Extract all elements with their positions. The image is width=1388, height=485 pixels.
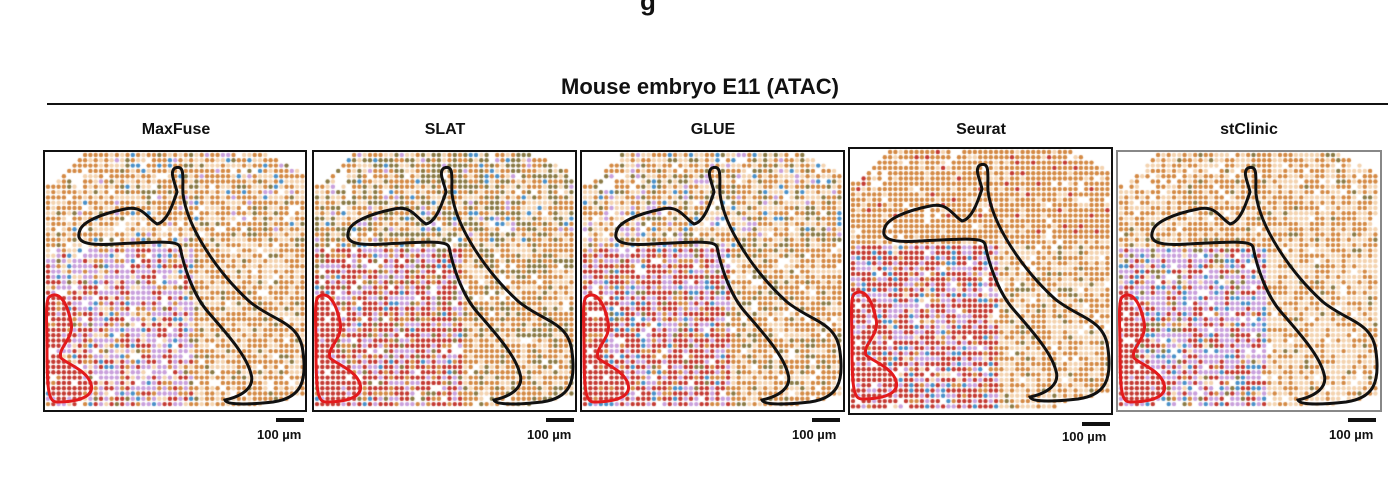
panel-slat: [312, 150, 577, 412]
scale-label-seurat: 100 µm: [1062, 429, 1107, 444]
scale-label-glue: 100 µm: [792, 427, 837, 442]
scale-bar-slat: [546, 418, 574, 422]
tissue-outline: [346, 165, 575, 406]
tissue-outline: [1150, 165, 1379, 406]
tissue-outline: [77, 165, 305, 406]
panel-label-stclinic: stClinic: [1220, 121, 1278, 138]
region-outline-red: [45, 293, 93, 404]
region-outline-red: [582, 293, 630, 404]
region-outlines-glue: [582, 165, 843, 406]
figure-title: Mouse embryo E11 (ATAC): [561, 74, 839, 99]
panel-maxfuse: [43, 150, 307, 412]
panel-seurat: [848, 147, 1113, 415]
panel-label-seurat: Seurat: [956, 121, 1006, 138]
panel-stclinic: [1116, 150, 1382, 412]
region-outlines-maxfuse: [45, 165, 305, 406]
region-outlines-seurat: [850, 162, 1111, 403]
panel-glue: [580, 150, 845, 412]
scale-bar-stclinic: [1348, 418, 1376, 422]
panel-label-maxfuse: MaxFuse: [141, 121, 211, 138]
scale-label-slat: 100 µm: [527, 427, 572, 442]
region-outlines-stclinic: [1118, 165, 1379, 406]
region-outline-red: [850, 290, 898, 401]
title-rule: [47, 103, 1388, 105]
tissue-outline: [882, 162, 1111, 403]
region-outlines-slat: [314, 165, 575, 406]
tissue-outline: [614, 165, 843, 406]
scale-bar-glue: [812, 418, 840, 422]
region-outline-red: [1118, 293, 1166, 404]
panel-label-glue: GLUE: [690, 121, 736, 138]
scale-label-stclinic: 100 µm: [1329, 427, 1374, 442]
region-outline-red: [314, 293, 362, 404]
scale-bar-seurat: [1082, 422, 1110, 426]
scale-label-maxfuse: 100 µm: [257, 427, 302, 442]
panel-label-slat: SLAT: [424, 121, 466, 138]
scale-bar-maxfuse: [276, 418, 304, 422]
cut-off-heading: g: [640, 0, 656, 16]
